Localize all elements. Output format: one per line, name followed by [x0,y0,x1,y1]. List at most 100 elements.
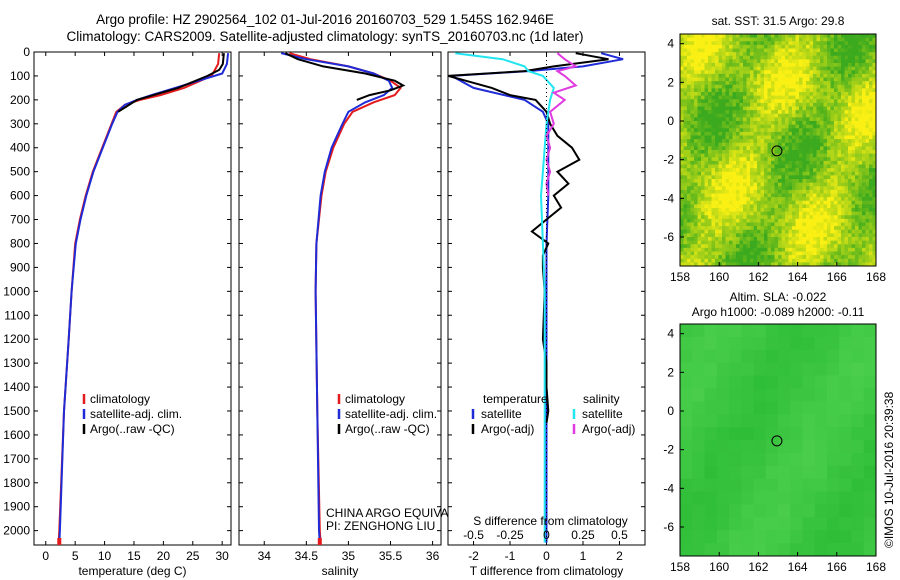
map-cell [741,465,754,480]
map-cell [680,92,684,97]
map-cell [848,171,852,176]
map-cell [778,440,791,454]
map-cell [708,41,712,46]
map-cell [774,99,779,104]
map-cell [858,182,863,187]
map-cell [848,135,852,140]
map-cell [848,222,852,227]
map-cell [778,73,782,78]
map-cell [781,63,786,68]
map-cell [809,244,814,249]
map-cell [785,131,789,136]
map-cell [809,204,814,209]
map-cell [844,135,849,140]
map-cell [704,193,709,198]
map-cell [830,135,835,140]
map-cell [771,164,775,169]
map-cell [722,153,726,158]
map-cell [687,222,691,227]
map-cell [718,142,723,147]
map-cell [750,237,754,242]
map-cell [809,117,814,122]
map-cell [827,401,840,415]
map-cell [820,34,824,39]
map-cell [736,81,740,86]
map-cell [736,121,740,126]
map-cell [722,226,726,231]
map-cell [813,226,817,231]
y-tick-label: 1100 [4,308,30,322]
map-cell [827,229,831,234]
map-cell [690,204,695,209]
map-cell [872,44,877,49]
map-cell [792,157,796,162]
map-cell [865,175,870,180]
map-cell [809,70,814,75]
map-cell [757,121,761,126]
map-cell [816,135,821,140]
map-cell [802,215,807,220]
map-cell [841,197,845,202]
map-cell [729,414,742,428]
map-cell [711,92,716,97]
map-cell [869,146,873,151]
map-cell [841,77,845,82]
map-cell [844,179,849,184]
map-cell [778,226,782,231]
map-cell [802,543,816,557]
map-cell [858,34,863,39]
map-cell [785,88,789,93]
map-cell [834,142,838,147]
map-cell [697,66,702,71]
map-cell [865,157,870,162]
map-cell [862,142,866,147]
map-cell [683,131,688,136]
map-cell [785,77,789,82]
map-cell [865,92,870,97]
map-cell [683,251,688,256]
map-cell [694,34,698,39]
map-cell [764,128,768,133]
map-cell [795,208,800,213]
map-cell [837,226,842,231]
map-cell [788,92,793,97]
map-cell [855,237,859,242]
map-cell [830,59,835,64]
map-cell [701,106,705,111]
map-cell [848,59,852,64]
map-cell [844,121,849,126]
map-cell [715,106,719,111]
map-cell [823,84,828,89]
map-cell [799,102,803,107]
map-cell [795,88,800,93]
map-cell [729,150,733,155]
map-cell [718,92,723,97]
map-cell [760,92,765,97]
y-tick-label: 1200 [3,332,30,346]
map-cell [792,200,796,205]
map-cell [813,233,817,238]
map-cell [841,146,845,151]
map-cell [746,153,751,158]
map-cell [739,55,744,60]
map-cell [739,110,744,115]
map-cell [820,128,824,133]
map-cell [729,164,733,169]
map-cell [715,229,719,234]
map-cell [753,92,758,97]
map-cell [739,168,744,173]
map-cell [802,142,807,147]
map-cell [760,258,765,263]
map-cell [823,139,828,144]
map-cell [694,99,698,104]
map-cell [760,222,765,227]
map-cell [851,218,856,223]
y-tick-label: 1300 [3,356,30,370]
map-cell [781,179,786,184]
map-cell [872,37,877,42]
map-cell [736,251,740,256]
map-cell [792,222,796,227]
map-cell [820,186,824,191]
map-cell [715,55,719,60]
map-cell [694,92,698,97]
